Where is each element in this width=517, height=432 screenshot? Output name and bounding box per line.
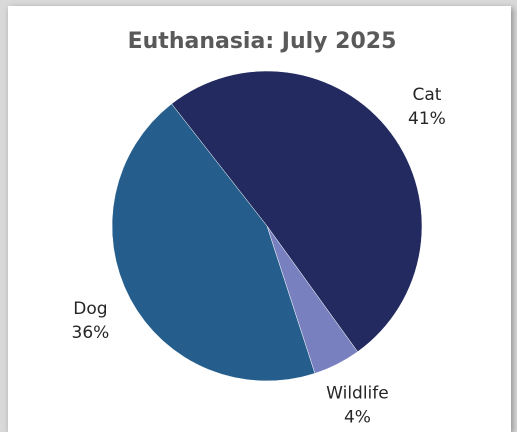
value-label: 41% (408, 109, 446, 129)
slice-label: Wildlife (326, 383, 389, 403)
pie-slice (111, 103, 316, 382)
slice-label: Cat (412, 85, 441, 105)
value-label: 36% (72, 323, 110, 343)
pie-slice (171, 70, 423, 353)
chart-title: Euthanasia: July 2025 (128, 29, 397, 54)
slice-label: Dog (73, 299, 107, 319)
value-label: 4% (344, 407, 371, 427)
